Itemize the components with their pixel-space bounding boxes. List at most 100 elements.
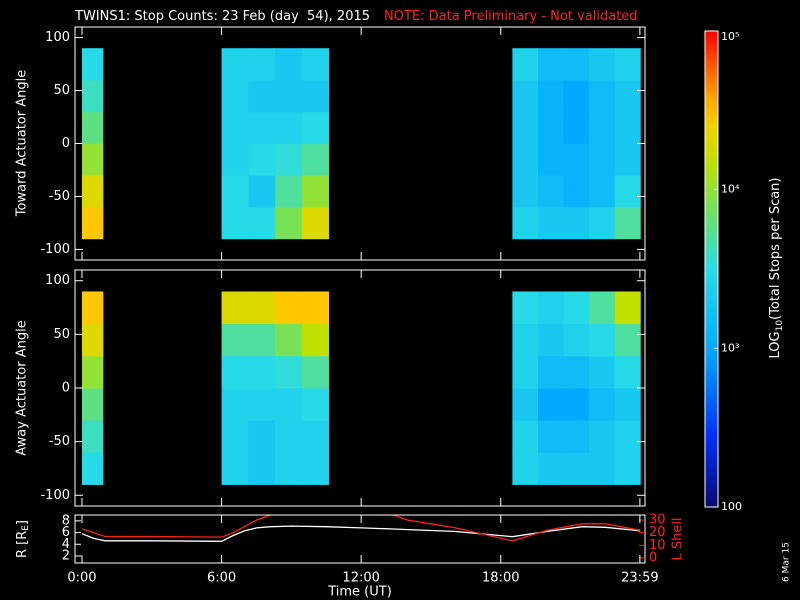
heatmap-cell bbox=[81, 388, 93, 421]
heatmap-cell bbox=[301, 388, 329, 421]
y-tick-label: 100 bbox=[45, 30, 70, 45]
heatmap-cell bbox=[589, 420, 616, 453]
heatmap-cell bbox=[563, 420, 590, 453]
heatmap-cell bbox=[614, 388, 641, 421]
y-axis-label: Away Actuator Angle bbox=[15, 320, 30, 455]
heatmap-cell bbox=[221, 388, 249, 421]
heatmap-cell bbox=[614, 79, 641, 113]
heatmap-cell bbox=[275, 452, 303, 485]
heatmap-cell bbox=[81, 207, 93, 240]
heatmap-cell bbox=[589, 452, 616, 485]
heatmap-cell bbox=[301, 355, 329, 389]
heatmap-cell bbox=[81, 111, 93, 144]
heatmap-cell bbox=[248, 291, 276, 325]
heatmap-cell bbox=[248, 48, 276, 81]
heatmap-cell bbox=[275, 175, 303, 208]
heatmap-cell bbox=[537, 79, 564, 113]
heatmap-cell bbox=[275, 323, 303, 357]
heatmap-cell bbox=[589, 207, 616, 240]
heatmap-cell bbox=[92, 111, 104, 144]
heatmap-cell bbox=[512, 452, 539, 485]
colorbar-tick-label: 10⁴ bbox=[721, 183, 740, 196]
heatmap-cell bbox=[275, 111, 303, 144]
title-line: TWINS1: Stop Counts: 23 Feb (day 54), 20… bbox=[74, 9, 638, 24]
heatmap-cell bbox=[537, 207, 564, 240]
colorbar-label: LOG10(Total Stops per Scan) bbox=[768, 178, 785, 359]
heatmap-cell bbox=[275, 388, 303, 421]
heatmap-cell bbox=[563, 388, 590, 421]
heatmap-cell bbox=[92, 143, 104, 176]
heatmap-cell bbox=[81, 175, 93, 208]
heatmap-cell bbox=[81, 291, 93, 325]
heatmap-cell bbox=[81, 79, 93, 113]
heatmap-cell bbox=[248, 355, 276, 389]
y-tick-label: 0 bbox=[62, 136, 70, 151]
chart-title: TWINS1: Stop Counts: 23 Feb (day 54), 20… bbox=[74, 9, 370, 24]
heatmap-cell bbox=[537, 388, 564, 421]
heatmap-cell bbox=[563, 175, 590, 208]
heatmap-cell bbox=[301, 207, 329, 240]
y-tick-label: 50 bbox=[53, 83, 70, 98]
label-part: ] bbox=[15, 520, 30, 525]
heatmap-cell bbox=[248, 111, 276, 144]
heatmap-cell bbox=[512, 355, 539, 389]
heatmap-cell bbox=[301, 48, 329, 81]
heatmap-cell bbox=[92, 175, 104, 208]
plot-area bbox=[81, 515, 641, 542]
heatmap-cell bbox=[221, 355, 249, 389]
heatmap-cell bbox=[512, 143, 539, 176]
heatmap-cell bbox=[512, 323, 539, 357]
heatmap-cell bbox=[589, 48, 616, 81]
heatmap-cell bbox=[81, 355, 93, 389]
heatmap-cell bbox=[512, 388, 539, 421]
heatmap-cell bbox=[614, 452, 641, 485]
heatmap-cell bbox=[221, 143, 249, 176]
heatmap-cell bbox=[589, 323, 616, 357]
heatmap-cell bbox=[614, 207, 641, 240]
x-tick-label: 23:59 bbox=[621, 571, 658, 586]
heatmap-cell bbox=[512, 291, 539, 325]
heatmap-cell bbox=[81, 420, 93, 453]
heatmap-cell bbox=[221, 291, 249, 325]
heatmap-cell bbox=[275, 207, 303, 240]
y-axis-label: R [RE] bbox=[15, 520, 31, 558]
heatmap-cell bbox=[275, 48, 303, 81]
heatmap-cell bbox=[537, 420, 564, 453]
heatmap-cell bbox=[563, 48, 590, 81]
heatmap-cell bbox=[92, 388, 104, 421]
heatmap-cell bbox=[301, 323, 329, 357]
colorbar-tick-label: 10³ bbox=[721, 341, 739, 354]
heatmap-cell bbox=[614, 111, 641, 144]
heatmap-cell bbox=[614, 175, 641, 208]
y2-tick-label: 10 bbox=[649, 538, 666, 553]
heatmap-cell bbox=[92, 48, 104, 81]
colorbar-tick-label: 10⁵ bbox=[721, 30, 739, 43]
x-tick-label: 12:00 bbox=[342, 571, 379, 586]
y-tick-label: 0 bbox=[62, 381, 70, 396]
heatmap-cell bbox=[221, 323, 249, 357]
heatmap-cell bbox=[512, 175, 539, 208]
series-line bbox=[81, 515, 271, 538]
y-tick-label: 2 bbox=[62, 548, 70, 563]
heatmap-cell bbox=[563, 79, 590, 113]
plot-frame bbox=[74, 514, 646, 564]
heatmap-cell bbox=[92, 79, 104, 113]
heatmap-cell bbox=[563, 207, 590, 240]
heatmap-cell bbox=[614, 291, 641, 325]
label-part: E bbox=[21, 525, 31, 531]
heatmap-cell bbox=[589, 388, 616, 421]
heatmap-cell bbox=[512, 79, 539, 113]
heatmap-cell bbox=[537, 111, 564, 144]
heatmap-cell bbox=[275, 79, 303, 113]
heatmap-cell bbox=[563, 291, 590, 325]
heatmap-cell bbox=[275, 420, 303, 453]
heatmap-cell bbox=[614, 323, 641, 357]
heatmap-cell bbox=[221, 452, 249, 485]
heatmap-cell bbox=[563, 452, 590, 485]
heatmap-cell bbox=[248, 323, 276, 357]
y-tick-label: 4 bbox=[62, 537, 70, 552]
heatmap-cell bbox=[537, 355, 564, 389]
